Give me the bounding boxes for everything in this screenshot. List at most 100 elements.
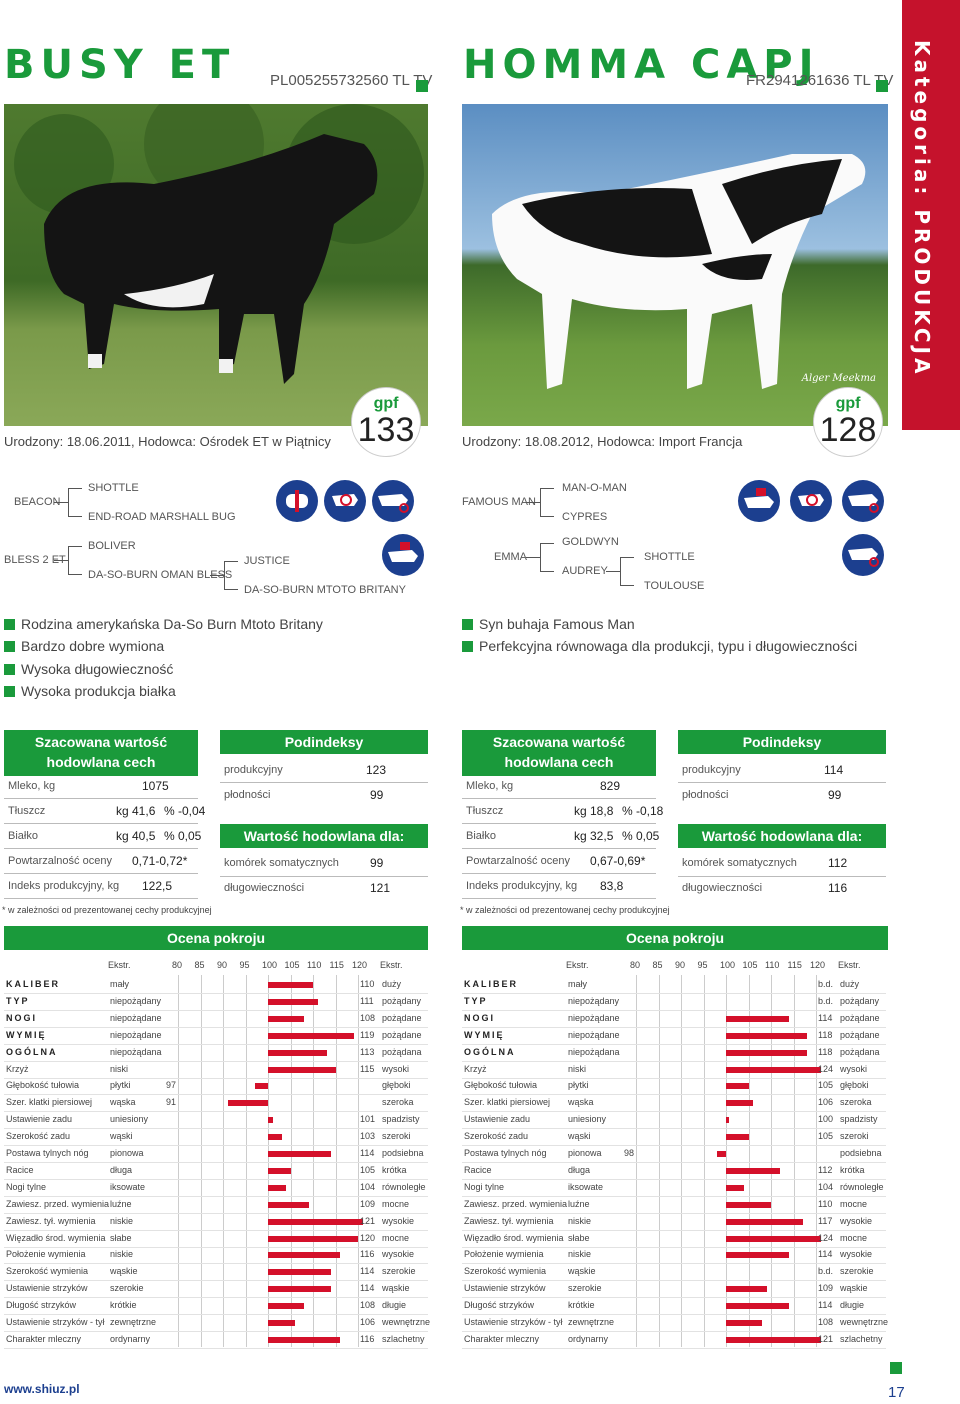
- estimation-title: Szacowana wartość hodowlana cech produkc…: [462, 730, 656, 790]
- row-divider: [4, 1280, 428, 1282]
- birth-info: Urodzony: 18.08.2012, Hodowca: Import Fr…: [462, 434, 743, 449]
- trait-name: KALIBER: [464, 979, 518, 989]
- trait-name: KALIBER: [6, 979, 60, 989]
- footer-url[interactable]: www.shiuz.pl: [4, 1382, 80, 1396]
- trait-high-label: duży: [382, 979, 402, 989]
- breeding-value: 116: [828, 881, 848, 895]
- breeding-value: 99: [370, 856, 384, 870]
- trait-bar: [726, 1201, 771, 1208]
- trait-bar: [726, 1049, 807, 1056]
- trait-low-label: wąski: [568, 1131, 591, 1142]
- gpf-label: gpf: [373, 395, 399, 412]
- trait-value: 100: [818, 1114, 834, 1125]
- trait-high-label: mocne: [382, 1232, 410, 1243]
- scale-gridline: [703, 975, 705, 1347]
- trait-bar: [726, 1083, 749, 1090]
- scale-tick-label: 110: [765, 960, 780, 970]
- trait-value: 105: [818, 1131, 834, 1142]
- trait-bar: [268, 1286, 331, 1293]
- trait-high-label: wysokie: [840, 1215, 873, 1226]
- divider: [462, 848, 656, 849]
- row-divider: [4, 1077, 428, 1079]
- trait-low-label: niskie: [110, 1249, 134, 1260]
- trait-name: TYP: [464, 995, 488, 1006]
- divider: [4, 798, 198, 799]
- trait-name: Głębokość tułowia: [6, 1080, 80, 1091]
- trait-high-label: pożądany: [382, 995, 422, 1006]
- pedigree-dd: DA-SO-BURN OMAN BLESS: [88, 569, 233, 581]
- conformation-title: Ocena pokroju: [462, 926, 888, 950]
- gpf-value: 128: [819, 411, 877, 449]
- row-divider: [4, 1229, 428, 1231]
- scale-gridline: [636, 975, 637, 1347]
- udder-icon: [276, 480, 318, 522]
- trait-high-label: pożądana: [840, 1046, 880, 1057]
- trait-low-label: niskie: [110, 1215, 134, 1226]
- row-divider: [462, 1314, 886, 1316]
- trait-value: 121: [818, 1333, 834, 1344]
- trait-bar: [268, 1303, 304, 1310]
- trait-value: 98: [624, 1148, 635, 1158]
- trait-name: Postawa tylnych nóg: [464, 1148, 547, 1158]
- trait-low-label: słabe: [110, 1232, 132, 1243]
- bull-code: PL005255732560 TL TV: [270, 72, 433, 89]
- scale-gridline: [816, 975, 817, 1347]
- trait-value: 106: [360, 1317, 376, 1327]
- row-divider: [4, 1297, 428, 1299]
- row-divider: [462, 1060, 886, 1062]
- divider: [462, 898, 656, 899]
- trait-high-label: pożądane: [840, 1012, 880, 1023]
- trait-value: 106: [818, 1097, 834, 1108]
- trait-low-label: mały: [568, 979, 588, 989]
- trait-high-label: spadzisty: [382, 1114, 420, 1125]
- cow-icon: [372, 480, 414, 522]
- divider: [462, 823, 656, 824]
- evaluation-value: % 0,05: [622, 829, 660, 843]
- trait-name: Ustawienie strzyków: [6, 1283, 88, 1294]
- target-icon: [790, 480, 832, 522]
- footnote: * w zależności od prezentowanej cechy pr…: [460, 905, 670, 915]
- trait-value: 114: [818, 1300, 833, 1311]
- trait-bar: [726, 1032, 807, 1039]
- trait-name: Racice: [6, 1164, 34, 1175]
- trait-value: 124: [818, 1063, 834, 1074]
- row-divider: [4, 1162, 428, 1163]
- trait-high-label: szeroka: [840, 1097, 872, 1108]
- trait-name: OGÓLNA: [464, 1046, 516, 1057]
- trait-name: TYP: [6, 995, 30, 1006]
- evaluation-label: Tłuszcz: [8, 805, 46, 817]
- trait-high-label: krótka: [382, 1164, 407, 1175]
- trait-low-label: płytki: [110, 1080, 131, 1091]
- evaluation-value: 829: [600, 779, 621, 793]
- footnote: * w zależności od prezentowanej cechy pr…: [2, 905, 212, 915]
- subindex-title: Podindeksy: [220, 730, 428, 754]
- row-divider: [4, 1060, 428, 1062]
- trait-name: Ustawienie strzyków - tył: [464, 1317, 563, 1327]
- trait-name: Krzyż: [464, 1063, 487, 1074]
- trait-name: Zawiesz. przed. wymienia: [464, 1198, 568, 1209]
- pedigree-ss: SHOTTLE: [88, 482, 139, 494]
- category-band: Kategoria: PRODUKCJA: [902, 0, 960, 430]
- trait-bar: [268, 1218, 363, 1225]
- trait-low-label: niskie: [568, 1249, 592, 1260]
- trait-high-label: spadzisty: [840, 1114, 878, 1125]
- trait-value: 114: [818, 1249, 833, 1260]
- trait-value: b.d.: [818, 995, 834, 1006]
- trait-low-label: szerokie: [568, 1283, 602, 1294]
- trait-name: Krzyż: [6, 1063, 29, 1074]
- trait-high-label: mocne: [382, 1198, 410, 1209]
- evaluation-label: Powtarzalność oceny: [8, 855, 112, 867]
- scale-tick-label: 105: [742, 960, 758, 970]
- trait-name: Położenie wymienia: [6, 1249, 86, 1260]
- row-divider: [462, 1128, 886, 1130]
- row-divider: [4, 1331, 428, 1332]
- trait-high-label: długie: [382, 1300, 407, 1311]
- trait-value: 124: [818, 1232, 834, 1243]
- trait-high-label: podsiebna: [840, 1148, 882, 1158]
- row-divider: [462, 1347, 886, 1349]
- trait-value: 101: [360, 1114, 376, 1125]
- pedigree-dds: SHOTTLE: [644, 551, 695, 563]
- trait-bar: [254, 1083, 268, 1090]
- row-divider: [462, 1094, 886, 1096]
- trait-value: 109: [818, 1283, 834, 1294]
